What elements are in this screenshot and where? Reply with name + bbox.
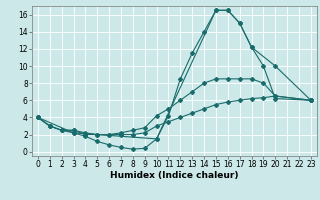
X-axis label: Humidex (Indice chaleur): Humidex (Indice chaleur) xyxy=(110,171,239,180)
